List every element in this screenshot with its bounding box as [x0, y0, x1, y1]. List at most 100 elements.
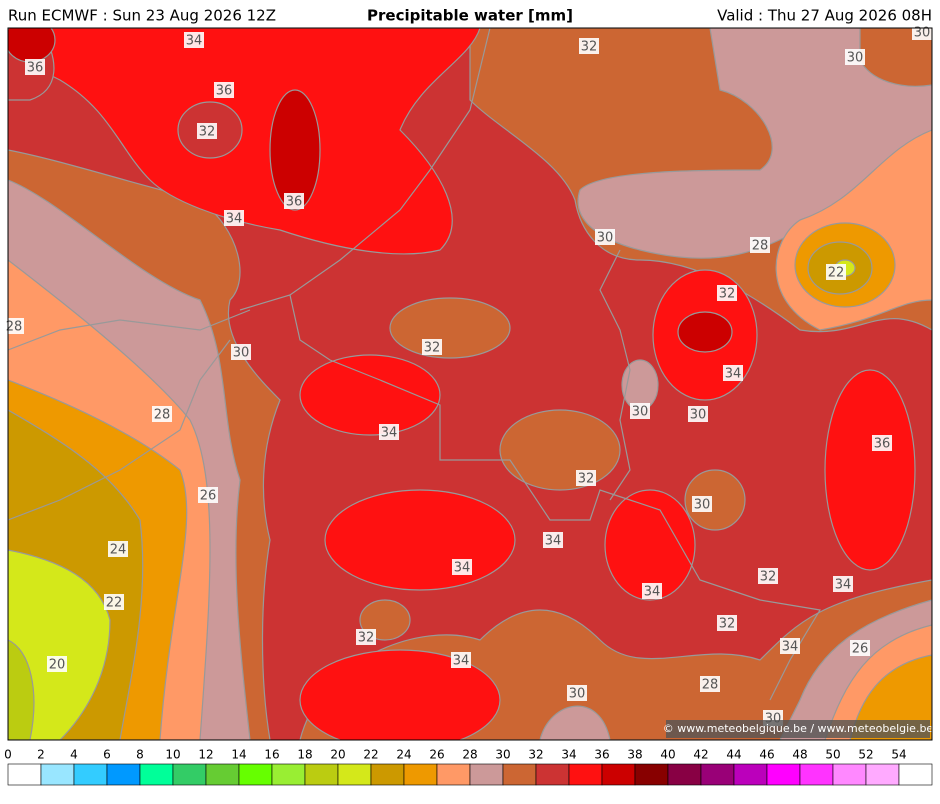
contour-value: 30: [597, 231, 614, 246]
contour-label: 34: [451, 652, 471, 669]
label-box: [422, 339, 442, 355]
colorbar-swatch: [271, 763, 306, 786]
contour-label: 32: [717, 615, 737, 632]
label-box: [231, 344, 251, 360]
label-box: [826, 264, 846, 280]
colorbar-swatch: [502, 763, 537, 786]
label-box: [379, 424, 399, 440]
contour-value: 28: [702, 678, 719, 693]
colorbar-tick: 24: [396, 748, 411, 762]
contour-value: 32: [358, 631, 375, 646]
label-box: [700, 676, 720, 692]
colorbar-swatch: [139, 763, 174, 786]
colorbar-swatch: [403, 763, 438, 786]
contour-label: 22: [104, 594, 124, 611]
contour-label: 34: [379, 424, 399, 441]
label-box: [452, 559, 472, 575]
contour-value: 34: [454, 561, 471, 576]
contour-label: 24: [108, 541, 128, 558]
label-box: [451, 652, 471, 668]
colorbar-swatch: [337, 763, 372, 786]
colorbar-tick: 46: [759, 748, 774, 762]
label-box: [630, 403, 650, 419]
colorbar-swatch: [898, 763, 933, 786]
contour-value: 32: [199, 125, 216, 140]
label-box: [833, 576, 853, 592]
contour-label: 30: [845, 49, 865, 66]
contour-value: 30: [233, 346, 250, 361]
run-label: Run ECMWF : Sun 23 Aug 2026 12Z: [8, 7, 276, 25]
label-box: [567, 685, 587, 701]
label-box: [184, 32, 204, 48]
valid-label: Valid : Thu 27 Aug 2026 08H: [717, 7, 932, 25]
colorbar-swatch: [667, 763, 702, 786]
map-frame: [7, 27, 933, 741]
label-box: [780, 638, 800, 654]
contour-value: 36: [27, 61, 44, 76]
colorbar-tick: 0: [4, 748, 12, 762]
colorbar-swatch: [205, 763, 240, 786]
colorbar-swatch: [601, 763, 636, 786]
label-box: [579, 38, 599, 54]
contour-label: 30: [630, 403, 650, 420]
label-box: [197, 123, 217, 139]
label-box: [717, 285, 737, 301]
contour-label: 30: [231, 344, 251, 361]
contour-label: 28: [700, 676, 720, 693]
colorbar-swatch: [700, 763, 735, 786]
contour-label: 22: [826, 264, 846, 281]
colorbar-tick: 32: [528, 748, 543, 762]
contour-value: 22: [828, 266, 845, 281]
colorbar-swatch: [436, 763, 471, 786]
contour-label: 34: [723, 365, 743, 382]
contour-label: 32: [758, 568, 778, 585]
colorbar-tick: 52: [858, 748, 873, 762]
contour-label: 26: [850, 640, 870, 657]
label-box: [214, 82, 234, 98]
label-box: [717, 615, 737, 631]
colorbar-tick: 34: [561, 748, 576, 762]
label-box: [4, 318, 24, 334]
contour-label: 34: [452, 559, 472, 576]
contour-value: 34: [545, 534, 562, 549]
colorbar-tick: 8: [136, 748, 144, 762]
contour-value: 20: [49, 658, 66, 673]
colorbar-swatch: [172, 763, 207, 786]
label-box: [723, 365, 743, 381]
colorbar-tick: 2: [37, 748, 45, 762]
colorbar-tick: 26: [429, 748, 444, 762]
label-box: [845, 49, 865, 65]
label-box: [872, 435, 892, 451]
contour-value: 34: [644, 585, 661, 600]
credit: © www.meteobelgique.be / www.meteobelgie…: [663, 722, 934, 735]
label-box: [108, 541, 128, 557]
contour-label: 32: [422, 339, 442, 356]
contour-label: 32: [717, 285, 737, 302]
contour-value: 32: [760, 570, 777, 585]
contour-label: 28: [750, 237, 770, 254]
contour-value: 32: [581, 40, 598, 55]
label-box: [47, 656, 67, 672]
colorbar-tick: 22: [363, 748, 378, 762]
contour-label: 32: [356, 629, 376, 646]
colorbar-swatch: [634, 763, 669, 786]
contour-label: 28: [4, 318, 24, 335]
contour-value: 36: [216, 84, 233, 99]
contour-label: 32: [579, 38, 599, 55]
contour-value: 30: [847, 51, 864, 66]
label-box: [595, 229, 615, 245]
colorbar-swatch: [7, 763, 42, 786]
colorbar-tick: 28: [462, 748, 477, 762]
contour-value: 34: [725, 367, 742, 382]
colorbar-swatch: [568, 763, 603, 786]
label-box: [198, 487, 218, 503]
contour-value: 30: [632, 405, 649, 420]
credit-box: [666, 720, 930, 738]
contour-value: 34: [186, 34, 203, 49]
colorbar-tick: 40: [660, 748, 675, 762]
contour-value: 24: [110, 543, 127, 558]
label-box: [25, 59, 45, 75]
contour-value: 22: [106, 596, 123, 611]
contour-value: 30: [694, 498, 711, 513]
contour-label: 32: [576, 470, 596, 487]
